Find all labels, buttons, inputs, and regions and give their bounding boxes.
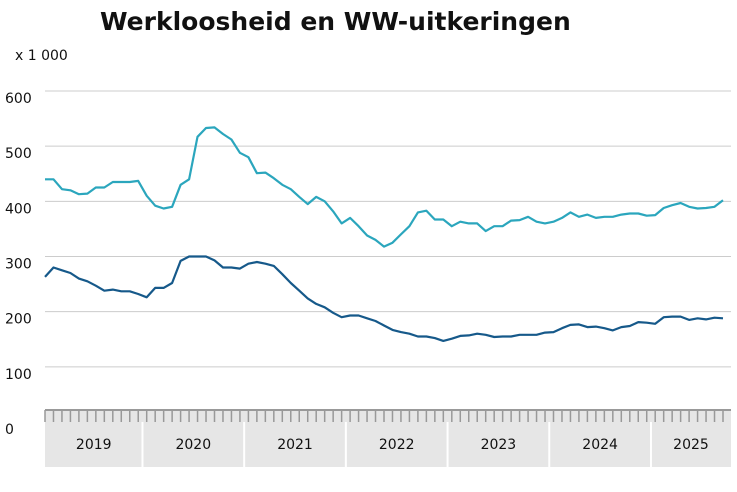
x-tick-label: 2025 <box>673 437 709 453</box>
y-unit: x 1 000 <box>15 48 68 64</box>
y-tick-label: 0 <box>5 422 14 438</box>
y-tick-label: 100 <box>5 367 32 383</box>
x-tick-label: 2021 <box>277 437 313 453</box>
y-tick-label: 300 <box>5 257 32 273</box>
y-tick-label: 500 <box>5 146 32 162</box>
x-tick-label: 2024 <box>582 437 618 453</box>
y-tick-label: 600 <box>5 91 32 107</box>
y-tick-label: 200 <box>5 312 32 328</box>
x-tick-label: 2020 <box>175 437 211 453</box>
x-tick-label: 2023 <box>481 437 517 453</box>
x-tick-label: 2022 <box>379 437 415 453</box>
x-axis-band <box>45 410 731 467</box>
data-line <box>44 255 724 342</box>
y-tick-label: 400 <box>5 201 32 217</box>
chart-title: Werkloosheid en WW-uitkeringen <box>100 7 571 36</box>
x-tick-label: 2019 <box>76 437 112 453</box>
data-line <box>45 126 724 248</box>
